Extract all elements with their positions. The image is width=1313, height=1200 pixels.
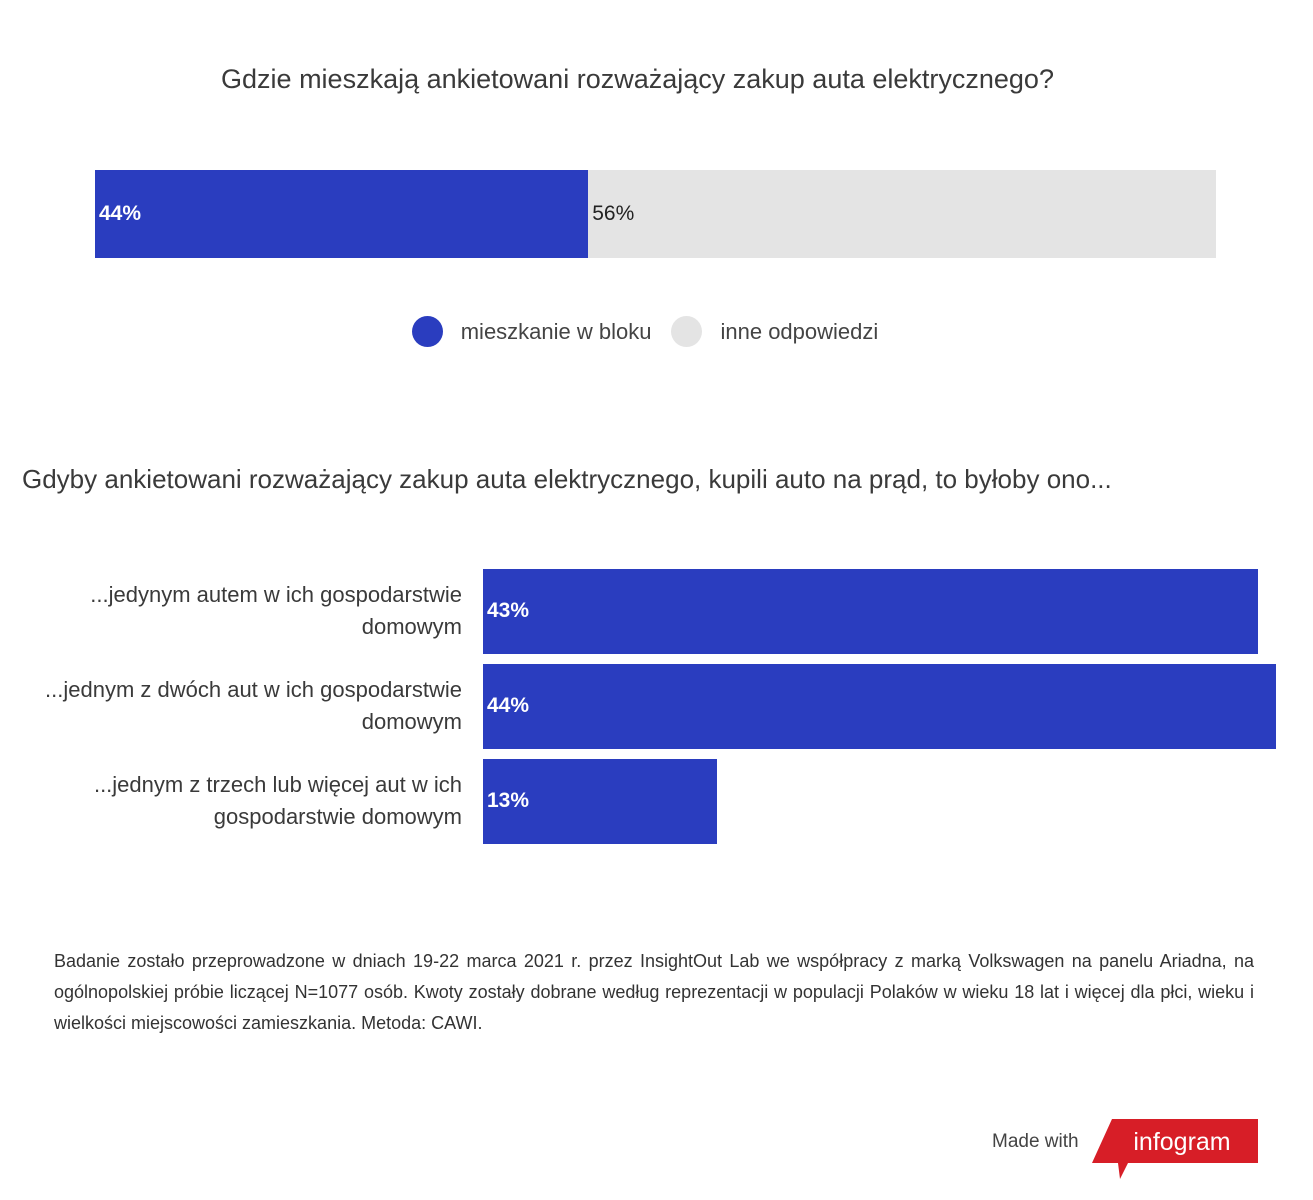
bar[interactable] [483, 759, 718, 844]
bar-segment[interactable] [95, 170, 589, 258]
legend-label: mieszkanie w bloku [460, 318, 652, 344]
legend-label: inne odpowiedzi [720, 318, 879, 344]
data-label: 44% [487, 694, 530, 717]
category-label: ...jednym z dwóch aut w ich gospodarstwi… [45, 677, 462, 734]
legend-dot-icon [411, 316, 443, 347]
chart2-title: Gdyby ankietowani rozważający zakup auta… [22, 464, 1112, 494]
data-label: 13% [487, 789, 530, 812]
footnote: Badanie zostało przeprowadzone w dniach … [54, 951, 1254, 1033]
data-label: 56% [592, 202, 635, 225]
chart1-title: Gdzie mieszkają ankietowani rozważający … [221, 64, 1054, 94]
legend-item-other[interactable]: inne odpowiedzi [671, 316, 878, 347]
category-label: ...jednym z trzech lub więcej aut w ich … [93, 772, 462, 829]
bar-segment[interactable] [588, 170, 1216, 258]
legend: mieszkanie w bloku inne odpowiedzi [0, 316, 1290, 347]
legend-item-block[interactable]: mieszkanie w bloku [411, 316, 652, 347]
bar[interactable] [483, 569, 1258, 654]
category-label: ...jedynym autem w ich gospodarstwie dom… [90, 582, 462, 639]
infogram-logo[interactable]: infogram [1090, 1117, 1258, 1181]
svg-text:infogram: infogram [1133, 1128, 1230, 1156]
bar[interactable] [483, 664, 1276, 749]
made-with-text: Made with [992, 1131, 1079, 1152]
data-label: 44% [99, 202, 142, 225]
data-label: 43% [487, 599, 530, 622]
stacked-bar-chart: 44% 56% [95, 170, 1216, 258]
legend-dot-icon [671, 316, 703, 347]
